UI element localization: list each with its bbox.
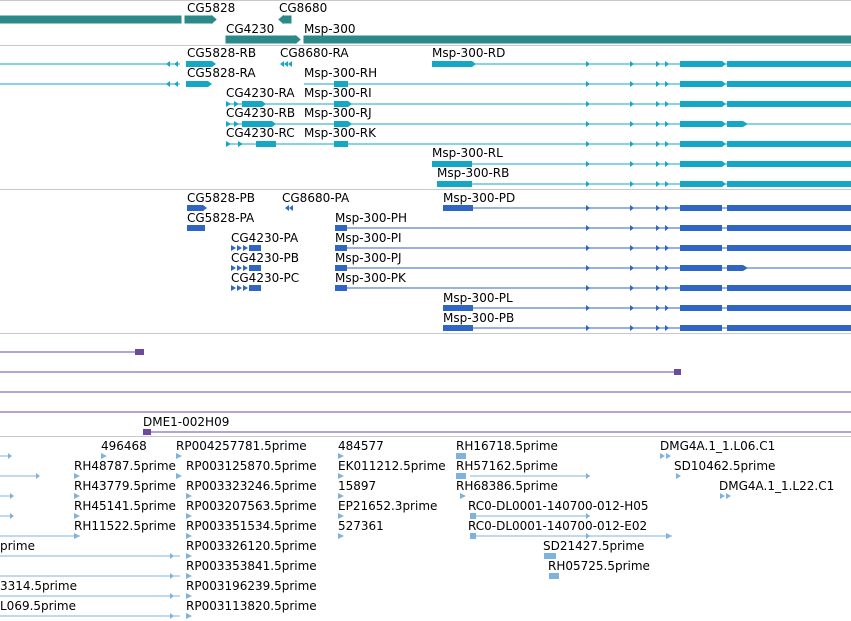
est-label: DMG4A.1_1.L06.C1: [660, 439, 775, 453]
protein-label: Msp-300-PB: [443, 311, 514, 325]
gene-label: CG8680: [279, 1, 327, 15]
est-label: RH45141.5prime: [74, 499, 176, 513]
transcript-track: CG5828-RB CG8680-RA Msp-300-RD CG5828-RA…: [0, 46, 851, 187]
est-label: RP003196239.5prime: [186, 579, 317, 593]
est-label: RP003353841.5prime: [186, 559, 317, 573]
clone-label: DME1-002H09: [143, 415, 229, 429]
transcript-label: CG4230-RA: [226, 86, 295, 100]
protein-exon[interactable]: [187, 225, 205, 231]
gene-label: CG4230: [226, 22, 274, 36]
est-label: SD10462.5prime: [674, 459, 775, 473]
protein-label: CG4230-PB: [231, 251, 299, 265]
est-label: RC0-DL0001-140700-012-H05: [468, 499, 649, 513]
est-label: prime: [0, 539, 35, 553]
protein-label: CG4230-PC: [231, 271, 299, 285]
gene-track: CG5828 CG8680 CG4230 Msp-300: [0, 1, 851, 45]
gene-glyph-msp300[interactable]: [303, 35, 851, 44]
protein-label: Msp-300-PD: [443, 191, 515, 205]
track-dividers: [0, 0, 851, 437]
est-label: 15897: [338, 479, 376, 493]
est-label: 527361: [338, 519, 384, 533]
est-label: RH43779.5prime: [74, 479, 176, 493]
est-label: RP003125870.5prime: [186, 459, 317, 473]
protein-label: CG4230-PA: [231, 231, 299, 245]
transcript-label: CG5828-RA: [187, 66, 256, 80]
gene-label: Msp-300: [304, 22, 355, 36]
clone-track: DME1-002H09: [0, 349, 851, 435]
est-label: DMG4A.1_1.L22.C1: [719, 479, 834, 493]
transcript-label: Msp-300-RD: [432, 46, 505, 60]
est-label: SD21427.5prime: [543, 539, 644, 553]
transcript-label: CG8680-RA: [280, 46, 349, 60]
transcript-label: Msp-300-RK: [304, 126, 377, 140]
transcript-exon[interactable]: [432, 61, 472, 67]
protein-exon[interactable]: [187, 205, 203, 211]
est-label: RH57162.5prime: [456, 459, 558, 473]
gene-glyph-cg5828[interactable]: [184, 15, 213, 24]
est-label: RP003351534.5prime: [186, 519, 317, 533]
transcript-label: CG5828-RB: [187, 46, 256, 60]
est-label: 484577: [338, 439, 384, 453]
est-label: RP003207563.5prime: [186, 499, 317, 513]
est-label: EP21652.3prime: [338, 499, 437, 513]
clone-end[interactable]: [674, 369, 681, 375]
protein-label: Msp-300-PI: [335, 231, 402, 245]
est-track: 496468 RP004257781.5prime 484577 RH16718…: [0, 439, 834, 619]
est-label: RH68386.5prime: [456, 479, 558, 493]
protein-label: Msp-300-PK: [335, 271, 407, 285]
est-label: RH48787.5prime: [74, 459, 176, 473]
transcript-label: Msp-300-RB: [437, 166, 509, 180]
gene-glyph[interactable]: [0, 15, 182, 24]
transcript-label: Msp-300-RH: [304, 66, 377, 80]
est-label: RH05725.5prime: [548, 559, 650, 573]
transcript-label: CG4230-RC: [226, 126, 295, 140]
gene-glyph-cg8680[interactable]: [282, 15, 292, 24]
protein-label: CG5828-PB: [187, 191, 255, 205]
est-label: RP003113820.5prime: [186, 599, 317, 613]
est-label: RH11522.5prime: [74, 519, 176, 533]
est-label: RP003323246.5prime: [186, 479, 317, 493]
protein-track: CG5828-PB CG8680-PA Msp-300-PD CG5828-PA…: [187, 191, 851, 331]
gene-label: CG5828: [187, 1, 235, 15]
clone-end[interactable]: [143, 429, 151, 435]
est-label: L069.5prime: [0, 599, 76, 613]
est-label: RH16718.5prime: [456, 439, 558, 453]
est-label: RP003326120.5prime: [186, 539, 317, 553]
est-label: 3314.5prime: [0, 579, 77, 593]
protein-label: Msp-300-PH: [335, 211, 407, 225]
transcript-label: CG4230-RB: [226, 106, 295, 120]
gene-glyph-cg4230[interactable]: [225, 35, 297, 44]
transcript-exon[interactable]: [186, 61, 212, 67]
transcript-label: Msp-300-RL: [432, 146, 503, 160]
protein-label: Msp-300-PL: [443, 291, 513, 305]
est-label: RC0-DL0001-140700-012-E02: [468, 519, 647, 533]
transcript-label: Msp-300-RI: [304, 86, 372, 100]
clone-end[interactable]: [135, 349, 144, 355]
est-label: 496468: [101, 439, 147, 453]
transcript-label: Msp-300-RJ: [304, 106, 372, 120]
transcript-exon[interactable]: [186, 81, 208, 87]
protein-label: Msp-300-PJ: [335, 251, 402, 265]
est-label: EK011212.5prime: [338, 459, 446, 473]
protein-label: CG5828-PA: [187, 211, 255, 225]
est-label: RP004257781.5prime: [176, 439, 307, 453]
protein-label: CG8680-PA: [282, 191, 350, 205]
